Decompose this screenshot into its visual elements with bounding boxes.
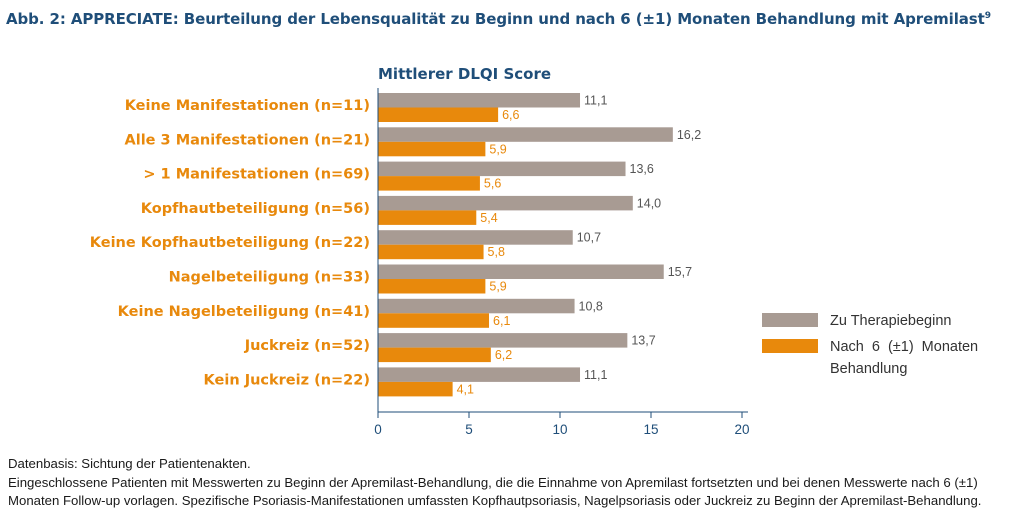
data-label-baseline: 11,1	[584, 368, 607, 382]
data-label-baseline: 16,2	[677, 128, 701, 142]
data-label-baseline: 11,1	[584, 94, 607, 108]
bar-followup	[378, 381, 453, 397]
bar-baseline	[378, 161, 626, 177]
footnote-inclusion: Eingeschlossene Patienten mit Messwerten…	[8, 475, 978, 490]
x-tick-label: 20	[734, 422, 749, 437]
category-label: Keine Kopfhautbeteiligung (n=22)	[90, 235, 370, 251]
data-label-followup: 6,6	[502, 108, 519, 122]
category-label: Juckreiz (n=52)	[244, 338, 370, 354]
bar-baseline	[378, 298, 575, 314]
category-label: Nagelbeteiligung (n=33)	[169, 270, 370, 286]
x-tick-label: 5	[465, 422, 473, 437]
bar-followup	[378, 210, 477, 225]
bar-chart: Mittlerer DLQI Score Keine Manifestatione…	[90, 65, 978, 437]
data-label-followup: 6,1	[493, 314, 510, 328]
footnote-source: Datenbasis: Sichtung der Patientenakten.	[8, 456, 251, 471]
data-label-baseline: 10,7	[577, 231, 601, 245]
data-label-followup: 5,6	[484, 177, 501, 191]
x-tick-label: 10	[552, 422, 567, 437]
data-label-baseline: 10,8	[579, 299, 603, 313]
footnote-manifestations: Monaten Follow-up vorlagen. Spezifische …	[8, 493, 982, 508]
bar-followup	[378, 244, 484, 260]
title-reference: 9	[984, 11, 991, 21]
bar-baseline	[378, 93, 581, 108]
data-label-followup: 5,9	[489, 280, 506, 294]
bar-followup	[378, 141, 486, 157]
legend-label-baseline: Zu Therapiebeginn	[830, 313, 951, 329]
bar-followup	[378, 107, 499, 122]
x-tick-label: 15	[643, 422, 658, 437]
data-label-followup: 4,1	[457, 382, 474, 396]
legend-swatch-followup	[762, 339, 818, 353]
bar-baseline	[378, 264, 664, 279]
x-tick-label: 0	[374, 422, 382, 437]
category-label: Alle 3 Manifestationen (n=21)	[125, 132, 370, 148]
bar-followup	[378, 279, 486, 294]
bar-followup	[378, 347, 491, 363]
category-label: > 1 Manifestationen (n=69)	[143, 167, 370, 183]
category-label: Keine Nagelbeteiligung (n=41)	[118, 304, 370, 320]
figure-title-text: Abb. 2: APPRECIATE: Beurteilung der Lebe…	[6, 10, 985, 28]
figure-title: Abb. 2: APPRECIATE: Beurteilung der Lebe…	[6, 10, 1018, 28]
data-label-baseline: 15,7	[668, 265, 692, 279]
legend-swatch-baseline	[762, 313, 818, 327]
bar-baseline	[378, 367, 581, 382]
data-label-baseline: 13,7	[631, 334, 655, 348]
data-label-baseline: 14,0	[637, 196, 661, 210]
data-label-followup: 6,2	[495, 348, 512, 362]
chart-title: Mittlerer DLQI Score	[378, 65, 551, 83]
bar-followup	[378, 313, 490, 328]
bar-baseline	[378, 230, 573, 245]
data-label-baseline: 13,6	[630, 162, 654, 176]
category-label: Kopfhautbeteiligung (n=56)	[141, 201, 370, 217]
data-label-followup: 5,8	[488, 245, 505, 259]
bar-followup	[378, 176, 480, 191]
legend-label-followup-line2: Behandlung	[830, 361, 907, 377]
bar-baseline	[378, 195, 633, 211]
category-label: Kein Juckreiz (n=22)	[204, 372, 370, 388]
data-label-followup: 5,4	[480, 211, 497, 225]
bar-baseline	[378, 333, 628, 348]
data-label-followup: 5,9	[489, 142, 506, 156]
category-label: Keine Manifestationen (n=11)	[125, 98, 370, 114]
bar-baseline	[378, 127, 673, 142]
legend-label-followup-line1: Nach 6 (±1) Monaten	[830, 339, 978, 355]
